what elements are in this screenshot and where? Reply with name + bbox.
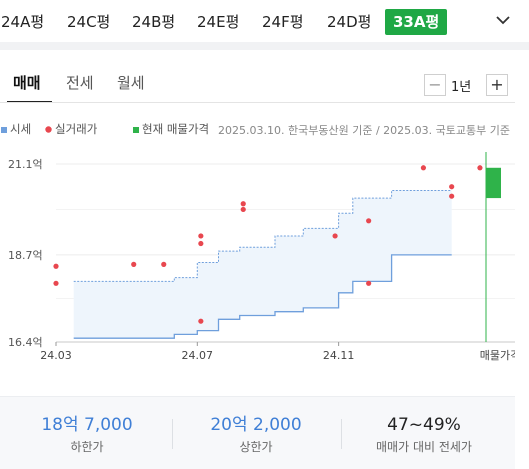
unit-type-tab-24a[interactable]: 24A평 [1, 13, 45, 31]
current-listing-bar [486, 167, 501, 199]
quote-legend-icon [1, 122, 7, 136]
x-tick-label: 24.07 [182, 349, 214, 362]
y-axis: 21.1억 18.7억 16.4억 [8, 158, 43, 349]
legend-quote: 시세 [1, 121, 31, 137]
x-axis: 24.03 24.07 24.11 매물가격 [40, 342, 515, 362]
stat-divider [341, 419, 342, 449]
y-tick-label: 21.1억 [8, 158, 43, 171]
upper-limit-label: 상한가 [239, 440, 273, 454]
x-tick-label: 24.03 [40, 349, 72, 362]
legend-current-label: 현재 매물가격 [142, 122, 210, 136]
actual-trade-point [198, 318, 204, 324]
quote-lower-line [73, 254, 452, 339]
actual-trade-point [161, 261, 167, 267]
stat-divider [172, 419, 173, 449]
unit-type-tab-bar: 24A평 24C평 24B평 24E평 24F평 24D평 33A평 [0, 0, 529, 42]
legend-actual: 실거래가 [45, 121, 97, 137]
price-summary: 18억 7,000 하한가 20억 2,000 상한가 47~49% 매매가 대… [0, 396, 515, 469]
actual-trade-point [366, 218, 372, 224]
actual-trade-point [53, 280, 59, 286]
jeonse-ratio-value: 47~49% [387, 415, 461, 435]
legend-current: 현재 매물가격 [133, 121, 209, 137]
chevron-down-icon[interactable] [495, 12, 511, 32]
jeonse-ratio-stat: 47~49% 매매가 대비 전세가 [339, 397, 509, 455]
actual-trade-point [449, 193, 455, 199]
unit-type-tab-24b[interactable]: 24B평 [132, 13, 176, 31]
actual-trade-points [53, 165, 483, 324]
y-tick-label: 16.4억 [8, 336, 43, 349]
actual-trade-point [198, 233, 204, 239]
quote-upper-line [73, 190, 452, 282]
actual-trade-point [449, 184, 455, 190]
jeonse-ratio-label: 매매가 대비 전세가 [376, 440, 472, 454]
actual-trade-point [198, 240, 204, 247]
unit-type-tab-24c[interactable]: 24C평 [67, 13, 111, 31]
price-chart[interactable]: 21.1억 18.7억 16.4억 24.03 24.07 24.11 매물가격 [0, 148, 515, 366]
unit-type-tab-24e[interactable]: 24E평 [197, 13, 240, 31]
upper-limit-stat: 20억 2,000 상한가 [171, 397, 341, 455]
deal-tab-sale[interactable]: 매매 [13, 74, 41, 92]
actual-trade-point [366, 280, 372, 286]
period-decrease-button[interactable]: − [424, 74, 446, 96]
current-listing-group [485, 152, 501, 342]
y-tick-label: 18.7억 [8, 249, 43, 262]
lower-limit-label: 하한가 [70, 440, 104, 454]
legend-actual-label: 실거래가 [55, 122, 98, 136]
actual-trade-point [420, 165, 427, 171]
lower-limit-value: 18억 7,000 [41, 415, 133, 435]
lower-limit-stat: 18억 7,000 하한가 [2, 397, 172, 455]
data-source-note: 2025.03.10. 한국부동산원 기준 / 2025.03. 국토교통부 기… [218, 124, 510, 137]
x-tick-label: 24.11 [323, 349, 355, 362]
deal-tab-jeonse[interactable]: 전세 [66, 74, 94, 92]
current-listing-legend-icon [133, 122, 139, 136]
actual-trade-legend-icon [45, 122, 52, 136]
period-increase-button[interactable]: + [486, 74, 508, 96]
x-end-label: 매물가격 [480, 349, 515, 362]
unit-type-tab-24d[interactable]: 24D평 [327, 13, 372, 31]
legend-quote-label: 시세 [10, 122, 32, 136]
actual-trade-point [477, 165, 483, 171]
actual-trade-point [131, 261, 137, 267]
actual-trade-point [240, 206, 246, 213]
unit-type-tab-24f[interactable]: 24F평 [262, 13, 304, 31]
quote-range-band [73, 190, 452, 339]
period-label: 1년 [451, 80, 472, 95]
unit-type-tab-33a[interactable]: 33A평 [385, 9, 448, 35]
actual-trade-point [240, 201, 246, 207]
actual-trade-point [53, 263, 59, 269]
deal-tab-monthly-rent[interactable]: 월세 [117, 74, 145, 92]
upper-limit-value: 20억 2,000 [210, 415, 302, 435]
tab-divider [0, 102, 515, 103]
section-divider [0, 42, 529, 50]
actual-trade-point [332, 233, 338, 239]
